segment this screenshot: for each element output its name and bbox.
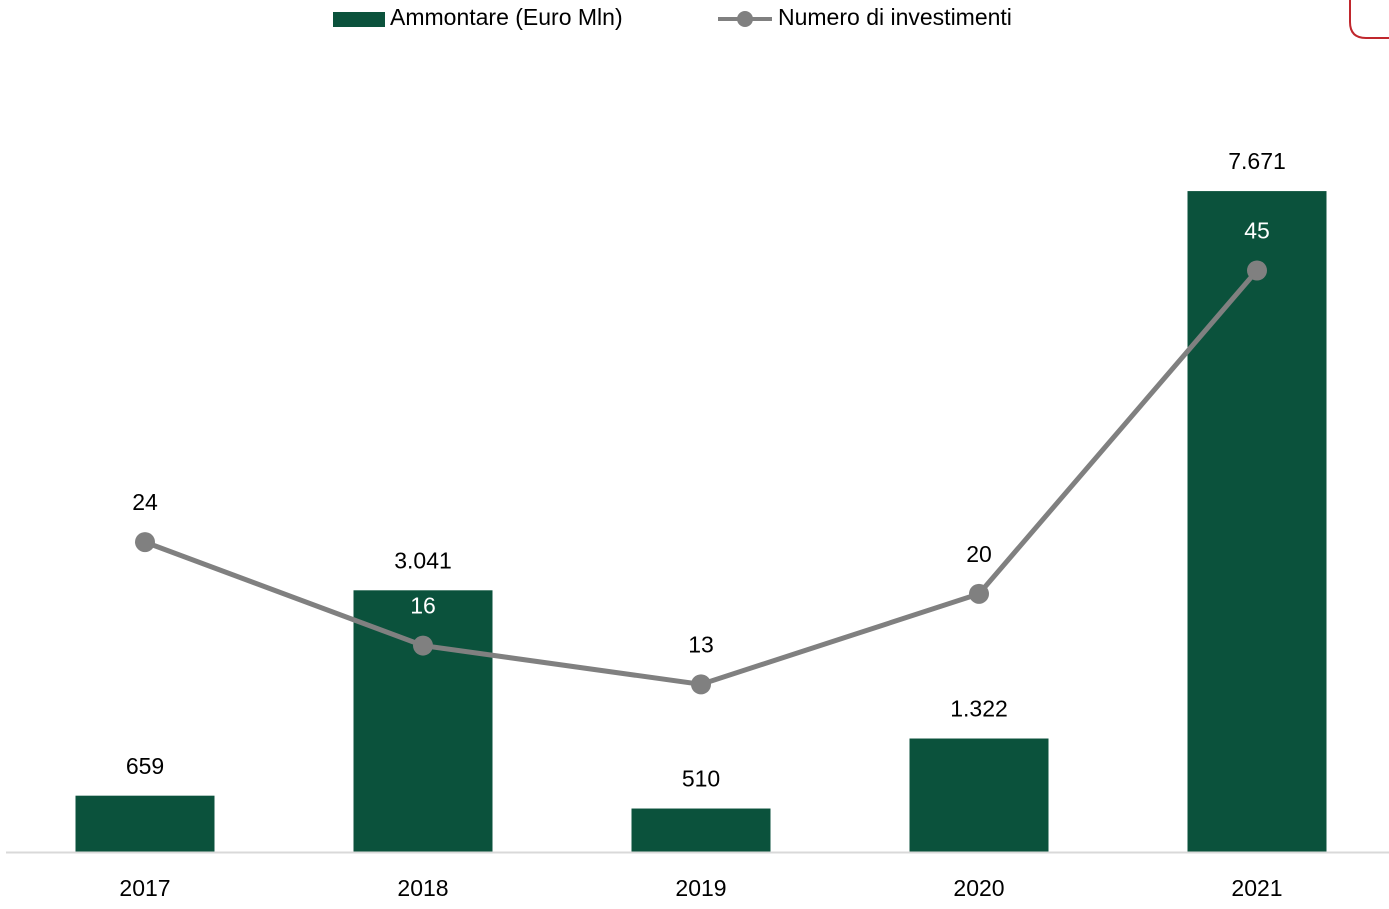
bar-value-label: 510 <box>682 766 720 792</box>
bar <box>75 795 215 853</box>
line-marker <box>691 674 711 695</box>
x-tick-label: 2017 <box>119 875 170 901</box>
x-tick-label: 2020 <box>953 875 1004 901</box>
bar <box>353 590 493 853</box>
line-value-label: 13 <box>688 631 714 657</box>
legend-label: Numero di investimenti <box>778 4 1012 30</box>
line-marker <box>413 635 433 656</box>
line-value-label: 16 <box>410 593 436 619</box>
bar <box>631 808 771 853</box>
bar-value-label: 3.041 <box>394 547 452 573</box>
line-marker <box>1247 260 1267 281</box>
line <box>144 268 1259 687</box>
line-value-label: 24 <box>132 489 158 515</box>
legend-marker <box>737 11 753 27</box>
bar-value-label: 1.322 <box>950 696 1008 722</box>
legend-swatch <box>333 12 385 27</box>
line-value-label: 45 <box>1244 218 1270 244</box>
corner-decoration <box>1349 0 1389 39</box>
bar-value-label: 659 <box>126 753 164 779</box>
legend-label: Ammontare (Euro Mln) <box>390 4 623 30</box>
bar <box>909 738 1049 853</box>
x-tick-label: 2019 <box>675 875 726 901</box>
line-value-label: 20 <box>966 541 992 567</box>
x-tick-label: 2021 <box>1231 875 1282 901</box>
bar-value-label: 7.671 <box>1228 148 1286 174</box>
x-tick-label: 2018 <box>397 875 448 901</box>
bar <box>1187 191 1327 853</box>
line-marker <box>969 583 989 604</box>
line-marker <box>135 532 155 553</box>
